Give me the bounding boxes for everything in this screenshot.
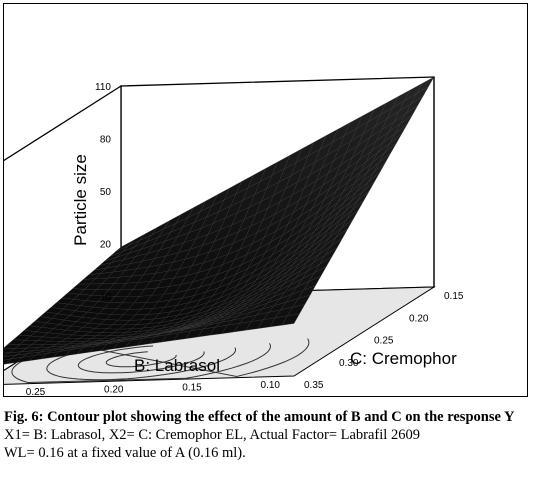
c-tick-label: 0.35	[304, 380, 324, 391]
z-axis-label: Particle size	[71, 154, 90, 246]
caption-title: Fig. 6: Contour plot showing the effect …	[4, 409, 515, 425]
caption-fixed-value: WL= 0.16 at a fixed value of A (0.16 ml)…	[4, 445, 246, 461]
c-tick-label: 0.15	[444, 291, 464, 302]
contour-line	[77, 345, 205, 374]
c-tick-label: 0.25	[374, 336, 394, 347]
surface-facet	[4, 352, 10, 357]
z-tick-label: 110	[95, 82, 111, 93]
figure-frame: 110 80 50 20 -10 Particle size 0.30 0.25 0.20 0.1…	[3, 3, 528, 398]
c-axis-label: C: Cremophor	[350, 349, 457, 368]
caption-factors: X1= B: Labrasol, X2= C: Cremophor EL, Ac…	[4, 427, 420, 443]
c-tick-label: 0.30	[339, 358, 359, 369]
b-tick-label: 0.10	[261, 380, 281, 391]
z-tick-label: 20	[100, 240, 112, 251]
b-axis-label: B: Labrasol	[134, 356, 220, 375]
surface-facet	[4, 358, 11, 365]
c-tick-label: 0.20	[409, 313, 429, 324]
surface-plot: 110 80 50 20 -10 Particle size 0.30 0.25 0.20 0.1…	[4, 76, 464, 398]
z-tick-label: -10	[97, 292, 112, 303]
z-tick-label: 80	[100, 135, 112, 146]
contour-line	[105, 351, 177, 368]
figure-caption: Fig. 6: Contour plot showing the effect …	[4, 408, 534, 462]
z-tick-label: 50	[100, 187, 112, 198]
axis-labels: 110 80 50 20 -10 Particle size 0.30 0.25 0.20 0.1…	[26, 82, 464, 398]
response-surface	[4, 76, 435, 365]
b-tick-label: 0.25	[26, 387, 46, 398]
b-tick-label: 0.15	[182, 382, 202, 393]
b-tick-label: 0.20	[104, 385, 124, 396]
front-box-edges	[433, 77, 435, 287]
